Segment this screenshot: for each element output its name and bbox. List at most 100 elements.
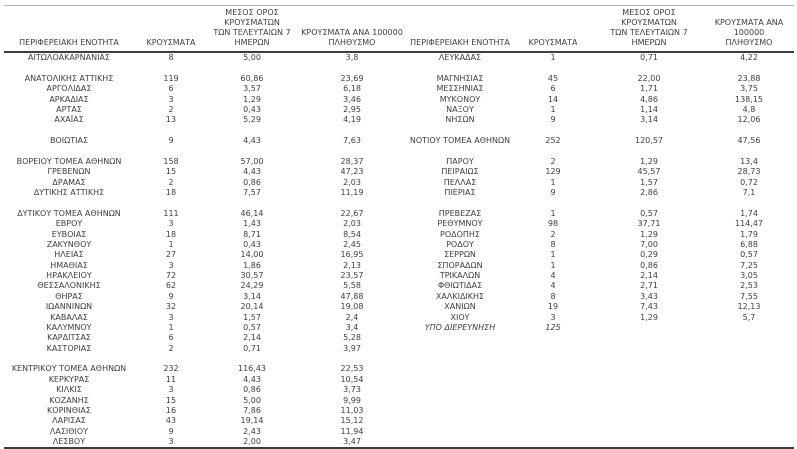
value-cell [594, 437, 704, 448]
value-cell: 1,86 [243, 260, 261, 270]
value-cell: 7,00 [640, 239, 658, 249]
value-cell: 1 [168, 239, 174, 249]
col-header-per100k-left: ΚΡΟΥΣΜΑΤΑ ΑΝΑ 100000 ΠΛΗΘΥΣΜΟ [296, 5, 408, 53]
value-cell: 7,86 [243, 405, 261, 415]
value-cell: 1,29 [243, 94, 261, 104]
value-cell: 28,73 [737, 167, 761, 177]
value-cell [594, 385, 704, 395]
region-cell: ΒΟΡΕΙΟΥ ΤΟΜΕΑ ΑΘΗΝΩΝ [16, 156, 122, 166]
value-cell: 1,57 [640, 177, 658, 187]
value-cell: 3,73 [343, 385, 361, 395]
value-cell: 3,8 [345, 53, 359, 63]
value-cell: 125 [545, 322, 561, 332]
region-cell: ΜΥΚΟΝΟΥ [439, 94, 481, 104]
value-cell: 12,13 [737, 302, 761, 312]
region-cell: ΚΙΛΚΙΣ [56, 385, 82, 395]
region-cell: ΧΑΛΚΙΔΙΚΗΣ [435, 291, 485, 301]
table-row [4, 146, 794, 156]
table-row: ΚΟΖΑΝΗΣ 15 5,00 9,99 [4, 395, 794, 405]
value-cell: 3,47 [343, 437, 361, 447]
region-cell: ΜΑΓΝΗΣΙΑΣ [436, 73, 484, 83]
table-row: ΚΑΛΥΜΝΟΥ 1 0,57 3,4 ΥΠΟ ΔΙΕΡΕΥΝΗΣΗ 125 [4, 323, 794, 333]
table-row [4, 126, 794, 136]
region-cell: ΑΡΚΑΔΙΑΣ [49, 94, 89, 104]
region-cell: ΜΕΣΣΗΝΙΑΣ [436, 84, 484, 94]
value-cell: 6 [550, 84, 556, 94]
value-cell: 4,8 [742, 105, 756, 115]
value-cell: 6,88 [740, 239, 758, 249]
value-cell: 18 [165, 188, 177, 198]
value-cell: 2 [550, 229, 556, 239]
value-cell: 2,71 [640, 281, 658, 291]
value-cell: 0,86 [243, 385, 261, 395]
region-cell: ΚΕΡΚΥΡΑΣ [48, 374, 90, 384]
region-cell: ΥΠΟ ΔΙΕΡΕΥΝΗΣΗ [424, 322, 496, 332]
value-cell: 3 [168, 312, 174, 322]
value-cell: 9,99 [343, 395, 361, 405]
region-cell [408, 406, 512, 416]
value-cell [594, 323, 704, 333]
value-cell: 9 [550, 115, 556, 125]
value-cell [512, 385, 594, 395]
region-cell: ΗΛΕΙΑΣ [54, 250, 84, 260]
region-cell: ΠΕΙΡΑΙΩΣ [441, 167, 479, 177]
value-cell: 7,1 [742, 188, 756, 198]
region-cell [408, 364, 512, 374]
value-cell: 4 [550, 281, 556, 291]
region-cell: ΗΜΑΘΙΑΣ [50, 260, 88, 270]
value-cell [704, 364, 794, 374]
region-cell: ΦΘΙΩΤΙΔΑΣ [437, 281, 483, 291]
region-cell: ΣΠΟΡΑΔΩΝ [437, 260, 483, 270]
value-cell [512, 63, 594, 73]
table-row: ΑΡΓΟΛΙΔΑΣ 6 3,57 6,18 ΜΕΣΣΗΝΙΑΣ 6 1,71 3,75 [4, 84, 794, 94]
value-cell: 1,29 [640, 312, 658, 322]
value-cell: 0,71 [640, 53, 658, 63]
region-cell: ΠΡΕΒΕΖΑΣ [438, 208, 482, 218]
value-cell [208, 63, 296, 73]
value-cell: 3,05 [740, 271, 758, 281]
value-cell: 45,57 [637, 167, 661, 177]
value-cell: 4,43 [243, 167, 261, 177]
value-cell: 1,29 [640, 156, 658, 166]
value-cell: 3 [168, 219, 174, 229]
value-cell: 15 [165, 395, 177, 405]
value-cell: 3 [168, 94, 174, 104]
region-cell: ΚΑΡΔΙΤΣΑΣ [47, 333, 91, 343]
col-header-region-left: ΠΕΡΙΦΕΡΕΙΑΚΗ ΕΝΟΤΗΤΑ [4, 5, 134, 53]
value-cell [594, 146, 704, 156]
value-cell: 1,43 [243, 219, 261, 229]
region-cell: ΔΥΤΙΚΗΣ ΑΤΤΙΚΗΣ [33, 188, 105, 198]
value-cell: 7,57 [243, 188, 261, 198]
value-cell [704, 354, 794, 364]
region-cell [408, 198, 512, 208]
value-cell: 9 [168, 136, 174, 146]
value-cell: 13,4 [740, 156, 758, 166]
region-cell: ΛΕΥΚΑΔΑΣ [438, 53, 482, 63]
value-cell: 3 [550, 312, 556, 322]
value-cell [594, 406, 704, 416]
table-row: ΕΒΡΟΥ 3 1,43 2,03 ΡΕΘΥΜΝΟΥ 98 37,71 114,47 [4, 219, 794, 229]
region-cell [408, 375, 512, 385]
value-cell [594, 63, 704, 73]
value-cell: 47,56 [737, 136, 761, 146]
region-cell: ΣΕΡΡΩΝ [444, 250, 476, 260]
region-cell [4, 126, 134, 136]
value-cell: 1,57 [243, 312, 261, 322]
region-cell: ΒΟΙΩΤΙΑΣ [49, 136, 89, 146]
value-cell: 1,29 [640, 229, 658, 239]
value-cell: 30,57 [240, 271, 264, 281]
value-cell [512, 344, 594, 354]
value-cell [208, 146, 296, 156]
table-row: ΙΩΑΝΝΙΝΩΝ 32 20,14 19,08 ΧΑΝΙΩΝ 19 7,43 12,13 [4, 302, 794, 312]
region-cell [408, 333, 512, 343]
value-cell: 3,75 [740, 84, 758, 94]
value-cell: 0,72 [740, 177, 758, 187]
region-cell: ΠΙΕΡΙΑΣ [444, 188, 476, 198]
region-cell: ΠΑΡΟΥ [446, 156, 474, 166]
value-cell [704, 437, 794, 448]
table-row: ΚΕΝΤΡΙΚΟΥ ΤΟΜΕΑ ΑΘΗΝΩΝ 232 116,43 22,53 [4, 364, 794, 374]
value-cell: 9 [168, 291, 174, 301]
value-cell: 2,14 [640, 271, 658, 281]
table-row: ΑΡΤΑΣ 2 0,43 2,95 ΝΑΞΟΥ 1 1,14 4,8 [4, 105, 794, 115]
